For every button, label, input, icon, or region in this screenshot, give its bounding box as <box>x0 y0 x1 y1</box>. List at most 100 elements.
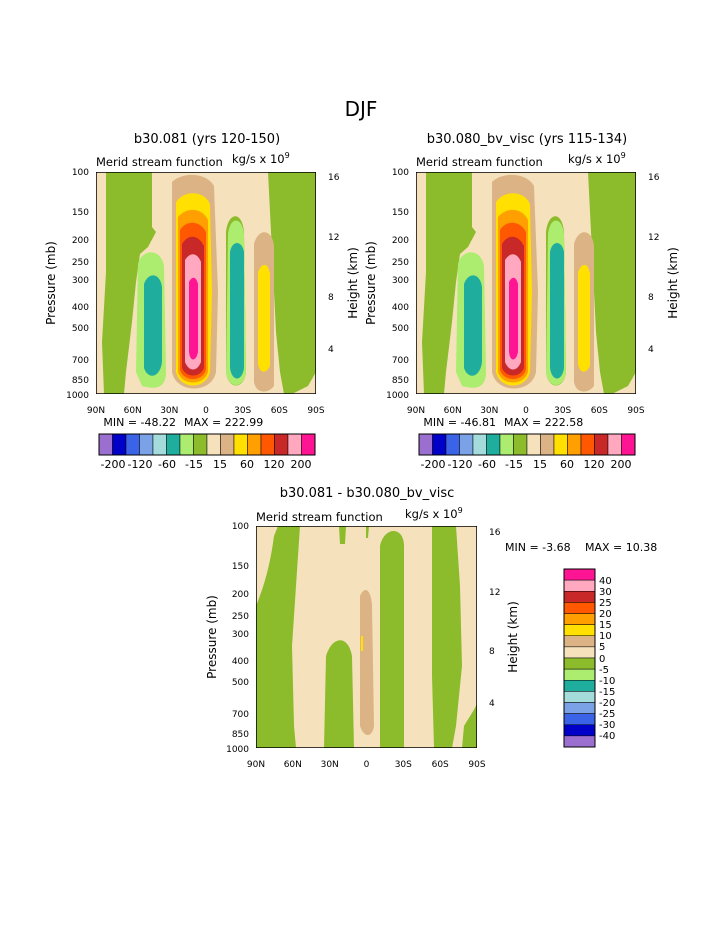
right-sh-neg-25 <box>550 243 564 379</box>
cbar-swatch-2-6 <box>563 635 596 648</box>
left-xtick: 90S <box>307 406 324 416</box>
diff-cbar-label: -15 <box>599 687 615 698</box>
diff-ptick: 100 <box>232 522 249 532</box>
cbar-swatch-0-12 <box>260 433 275 456</box>
left-ptick: 150 <box>72 208 89 218</box>
right-ptick: 850 <box>392 376 409 386</box>
right-panel: b30.080_bv_visc (yrs 115-134) Merid stre… <box>364 132 680 471</box>
diff-units: kg/s x 109 <box>405 506 463 521</box>
diff-title: b30.081 - b30.080_bv_visc <box>280 486 455 501</box>
cbar-swatch-1-2 <box>445 433 460 456</box>
left-title: b30.081 (yrs 120-150) <box>134 132 280 147</box>
diff-edge-negative <box>462 702 477 748</box>
diff-cbar-label: -10 <box>599 676 615 687</box>
diff-cbar-label: 25 <box>599 598 612 609</box>
right-tick-labels: 90N 60N 30N 0 30S 60S 90S 100 150 200 25… <box>386 168 660 416</box>
diff-xtick: 90N <box>247 760 265 770</box>
cbar-swatch-1-12 <box>580 433 595 456</box>
right-ptick: 400 <box>392 303 409 313</box>
cbar-swatch-0-5 <box>166 433 181 456</box>
diff-center-positive <box>360 590 374 735</box>
right-xtick: 60S <box>591 406 608 416</box>
diff-polar-negative <box>256 526 300 748</box>
cbar-swatch-0-2 <box>125 433 140 456</box>
cbar-swatch-2-1 <box>563 579 596 592</box>
diff-ptick: 700 <box>232 710 249 720</box>
left-cell-max <box>189 277 198 360</box>
left-htick: 4 <box>328 345 334 355</box>
left-ptick: 100 <box>72 168 89 178</box>
cbar-swatch-1-14 <box>607 433 622 456</box>
left-sh-pos-60 <box>258 264 270 372</box>
right-cbar-label: -120 <box>448 458 473 471</box>
cbar-swatch-2-8 <box>563 657 596 670</box>
cbar-swatch-1-15 <box>621 433 636 456</box>
cbar-swatch-1-0 <box>418 433 433 456</box>
right-xtick: 90N <box>407 406 425 416</box>
right-ylabel: Pressure (mb) <box>364 241 378 325</box>
cbar-swatch-1-11 <box>567 433 582 456</box>
diff-ptick: 250 <box>232 612 249 622</box>
right-cbar-label: 60 <box>560 458 574 471</box>
diff-subtitle: Merid stream function <box>256 510 383 524</box>
right-cell-max <box>509 277 518 360</box>
diff-y2label: Height (km) <box>506 601 520 672</box>
left-y2label: Height (km) <box>346 247 360 318</box>
diff-ptick: 300 <box>232 630 249 640</box>
right-title: b30.080_bv_visc (yrs 115-134) <box>427 132 627 147</box>
right-htick: 12 <box>648 233 659 243</box>
right-htick: 4 <box>648 345 654 355</box>
right-southern-negative <box>588 172 636 394</box>
diff-southern-negative <box>432 526 462 748</box>
right-htick: 16 <box>648 173 660 183</box>
left-units: kg/s x 109 <box>232 151 290 166</box>
left-cbar-labels: -200 -120 -60 -15 15 60 120 200 <box>101 458 312 471</box>
cbar-swatch-0-3 <box>139 433 154 456</box>
diff-xtick: 30S <box>395 760 412 770</box>
diff-center-positive-core <box>361 636 363 651</box>
right-colorbar <box>418 433 636 456</box>
left-max-label: MAX = 222.99 <box>184 416 263 429</box>
right-xtick: 0 <box>523 406 529 416</box>
left-ylabel: Pressure (mb) <box>44 241 58 325</box>
right-plot-area <box>416 172 636 394</box>
right-units: kg/s x 109 <box>568 151 626 166</box>
diff-cbar-label: 15 <box>599 620 612 631</box>
cbar-swatch-2-0 <box>563 568 596 581</box>
left-cbar-label: 15 <box>213 458 227 471</box>
cbar-swatch-0-8 <box>206 433 221 456</box>
right-cbar-label: 120 <box>584 458 605 471</box>
left-ptick: 700 <box>72 356 89 366</box>
cbar-swatch-0-9 <box>220 433 235 456</box>
cbar-swatch-2-14 <box>563 724 596 737</box>
diff-plot-area <box>256 526 477 748</box>
right-max-label: MAX = 222.58 <box>504 416 583 429</box>
left-plot-area <box>96 172 316 394</box>
diff-cbar-box <box>563 568 596 748</box>
cbar-swatch-0-14 <box>287 433 302 456</box>
left-xtick: 60N <box>124 406 142 416</box>
left-cbar-label: -60 <box>158 458 176 471</box>
diff-htick: 4 <box>489 699 495 709</box>
right-ptick: 300 <box>392 276 409 286</box>
cbar-swatch-1-13 <box>594 433 609 456</box>
cbar-swatch-2-13 <box>563 713 596 725</box>
cbar-swatch-2-4 <box>563 613 596 625</box>
cbar-swatch-2-15 <box>563 735 596 748</box>
right-minmax: MIN = -46.81 MAX = 222.58 <box>423 416 583 429</box>
diff-top-negative-b <box>366 526 369 538</box>
cbar-swatch-0-10 <box>233 433 248 456</box>
cbar-swatch-2-5 <box>563 624 596 636</box>
right-y2label: Height (km) <box>666 247 680 318</box>
diff-cbar-label: -30 <box>599 720 615 731</box>
left-xtick: 90N <box>87 406 105 416</box>
right-ptick: 250 <box>392 258 409 268</box>
diff-cbar-label: -40 <box>599 731 615 742</box>
right-cbar-label: -200 <box>421 458 446 471</box>
cbar-swatch-1-7 <box>513 433 528 456</box>
right-cbar-box <box>418 433 636 456</box>
cbar-swatch-1-8 <box>526 433 541 456</box>
left-cbar-label: -200 <box>101 458 126 471</box>
left-htick: 12 <box>328 233 339 243</box>
diff-ptick: 200 <box>232 590 249 600</box>
